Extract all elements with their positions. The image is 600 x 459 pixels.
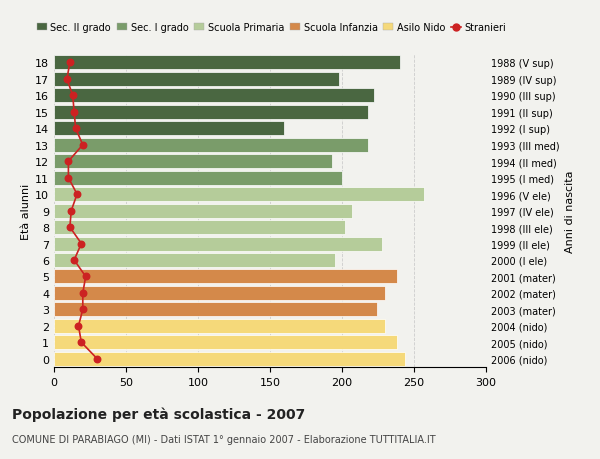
Bar bbox=[54, 336, 397, 350]
Bar bbox=[54, 171, 342, 185]
Bar bbox=[54, 155, 332, 169]
Point bbox=[64, 158, 73, 166]
Point bbox=[70, 109, 79, 116]
Bar bbox=[54, 237, 382, 251]
Y-axis label: Età alunni: Età alunni bbox=[21, 183, 31, 239]
Bar bbox=[54, 352, 406, 366]
Point bbox=[62, 76, 72, 84]
Point bbox=[78, 290, 88, 297]
Bar bbox=[54, 122, 284, 136]
Bar bbox=[54, 286, 385, 300]
Point bbox=[81, 273, 91, 280]
Bar bbox=[54, 319, 385, 333]
Bar bbox=[54, 303, 377, 317]
Point bbox=[92, 355, 102, 363]
Point bbox=[72, 191, 82, 198]
Point bbox=[78, 142, 88, 149]
Point bbox=[65, 60, 74, 67]
Bar bbox=[54, 270, 397, 284]
Text: Popolazione per età scolastica - 2007: Popolazione per età scolastica - 2007 bbox=[12, 406, 305, 421]
Point bbox=[71, 125, 80, 133]
Bar bbox=[54, 253, 335, 268]
Point bbox=[78, 306, 88, 313]
Point bbox=[67, 207, 76, 215]
Point bbox=[70, 257, 79, 264]
Bar bbox=[54, 139, 368, 152]
Legend: Sec. II grado, Sec. I grado, Scuola Primaria, Scuola Infanzia, Asilo Nido, Stran: Sec. II grado, Sec. I grado, Scuola Prim… bbox=[33, 19, 511, 37]
Point bbox=[74, 323, 83, 330]
Y-axis label: Anni di nascita: Anni di nascita bbox=[565, 170, 575, 252]
Point bbox=[68, 92, 77, 100]
Point bbox=[64, 174, 73, 182]
Bar bbox=[54, 106, 368, 119]
Point bbox=[65, 224, 74, 231]
Bar bbox=[54, 73, 339, 87]
Point bbox=[77, 241, 86, 248]
Bar bbox=[54, 221, 345, 235]
Bar bbox=[54, 204, 352, 218]
Bar bbox=[54, 188, 424, 202]
Bar bbox=[54, 56, 400, 70]
Bar bbox=[54, 89, 374, 103]
Text: COMUNE DI PARABIAGO (MI) - Dati ISTAT 1° gennaio 2007 - Elaborazione TUTTITALIA.: COMUNE DI PARABIAGO (MI) - Dati ISTAT 1°… bbox=[12, 434, 436, 444]
Point bbox=[77, 339, 86, 346]
